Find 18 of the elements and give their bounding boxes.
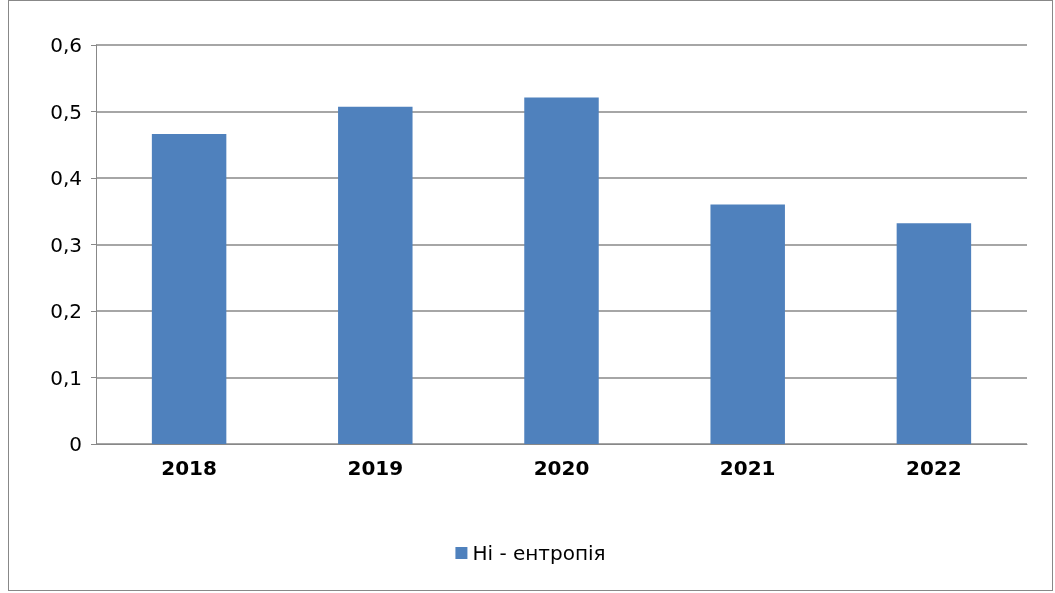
bar — [338, 106, 413, 444]
y-tick-label: 0,5 — [50, 99, 82, 124]
x-tick-label: 2022 — [906, 456, 962, 480]
x-tick-label: 2020 — [533, 456, 590, 480]
y-tick-label: 0,3 — [50, 232, 82, 257]
bar — [524, 97, 599, 444]
bar — [710, 204, 785, 444]
bar — [896, 223, 972, 444]
y-tick-label: 0,4 — [50, 166, 82, 190]
x-tick-label: 2019 — [347, 456, 404, 480]
y-tick-label: 0,1 — [50, 365, 82, 390]
y-tick-label: 0,2 — [50, 299, 82, 323]
x-tick-label: 2018 — [161, 456, 217, 480]
y-tick-label: 0,6 — [50, 33, 82, 57]
legend-label: Ні - ентропія — [472, 541, 606, 565]
bar — [151, 134, 227, 444]
x-tick-label: 2021 — [719, 456, 776, 480]
y-tick-label: 0 — [69, 432, 82, 456]
